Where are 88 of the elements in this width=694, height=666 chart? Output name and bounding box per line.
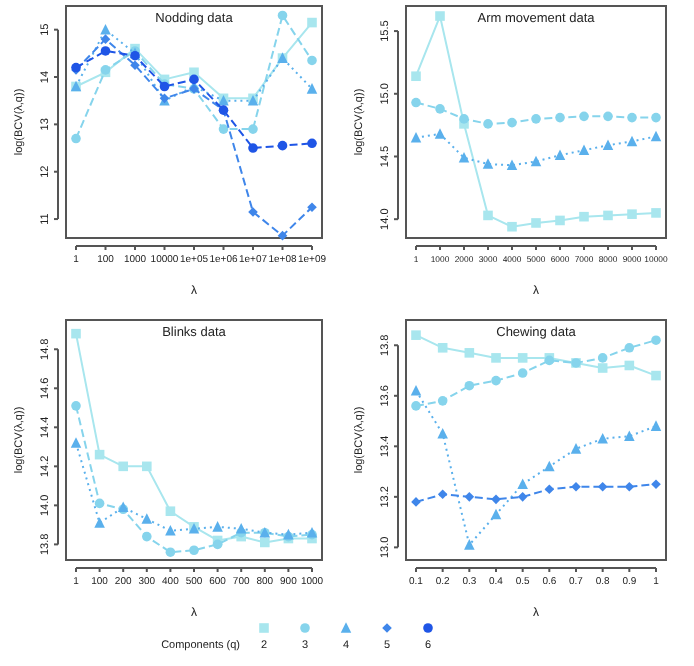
point <box>141 513 153 524</box>
point <box>651 112 661 123</box>
point <box>277 10 288 21</box>
point <box>624 430 635 442</box>
point <box>437 396 448 406</box>
point <box>627 112 637 123</box>
point <box>555 215 565 226</box>
point <box>491 494 501 505</box>
point <box>94 517 105 528</box>
point <box>571 481 581 492</box>
point <box>651 335 661 346</box>
point <box>554 149 566 161</box>
point <box>597 432 608 444</box>
point <box>100 46 111 56</box>
point <box>507 221 517 232</box>
point <box>597 481 608 492</box>
point <box>624 481 635 492</box>
point <box>411 71 421 82</box>
point <box>483 119 493 129</box>
point <box>555 112 565 123</box>
point <box>189 545 199 556</box>
point <box>458 151 470 163</box>
point <box>118 461 128 472</box>
point <box>603 210 613 221</box>
point <box>603 111 613 122</box>
point <box>218 124 229 134</box>
point <box>71 401 81 411</box>
point <box>464 539 475 550</box>
point <box>482 158 494 169</box>
point <box>517 478 528 490</box>
point <box>411 330 421 340</box>
point <box>464 380 475 391</box>
point <box>531 114 541 124</box>
point <box>579 211 589 222</box>
point <box>578 144 590 156</box>
point <box>437 489 448 500</box>
point <box>624 342 635 353</box>
point <box>411 401 421 411</box>
point <box>100 34 111 44</box>
point <box>602 139 614 150</box>
point <box>307 17 317 28</box>
point <box>411 97 421 108</box>
point <box>437 342 448 353</box>
point <box>277 140 288 151</box>
point <box>306 83 318 94</box>
point <box>71 328 81 339</box>
point <box>651 370 661 381</box>
point <box>142 531 152 542</box>
point <box>248 124 258 134</box>
point <box>544 484 555 495</box>
point <box>248 143 258 153</box>
point <box>71 133 81 144</box>
point <box>464 492 475 502</box>
point <box>165 547 176 557</box>
point <box>650 420 662 431</box>
point <box>94 498 105 509</box>
point <box>517 368 528 378</box>
point <box>212 521 223 532</box>
point <box>483 210 493 221</box>
point <box>651 479 661 490</box>
point <box>307 55 317 66</box>
point <box>651 208 661 218</box>
point <box>70 437 82 448</box>
point <box>307 202 317 213</box>
point <box>570 443 582 454</box>
point <box>165 506 176 517</box>
point <box>410 384 422 396</box>
point <box>491 375 501 386</box>
point <box>517 492 528 502</box>
point <box>517 353 528 363</box>
point <box>464 348 475 358</box>
point <box>260 537 270 548</box>
point <box>307 138 317 149</box>
point <box>435 104 445 114</box>
point <box>544 460 555 472</box>
point <box>627 209 637 219</box>
point <box>597 363 608 373</box>
point <box>434 128 446 139</box>
point <box>579 111 589 122</box>
point <box>491 353 501 363</box>
point <box>435 11 445 21</box>
point <box>597 353 608 363</box>
point <box>189 74 199 85</box>
point <box>165 524 176 536</box>
point <box>507 117 517 128</box>
point <box>142 461 152 472</box>
point <box>459 114 469 124</box>
point <box>531 218 541 228</box>
